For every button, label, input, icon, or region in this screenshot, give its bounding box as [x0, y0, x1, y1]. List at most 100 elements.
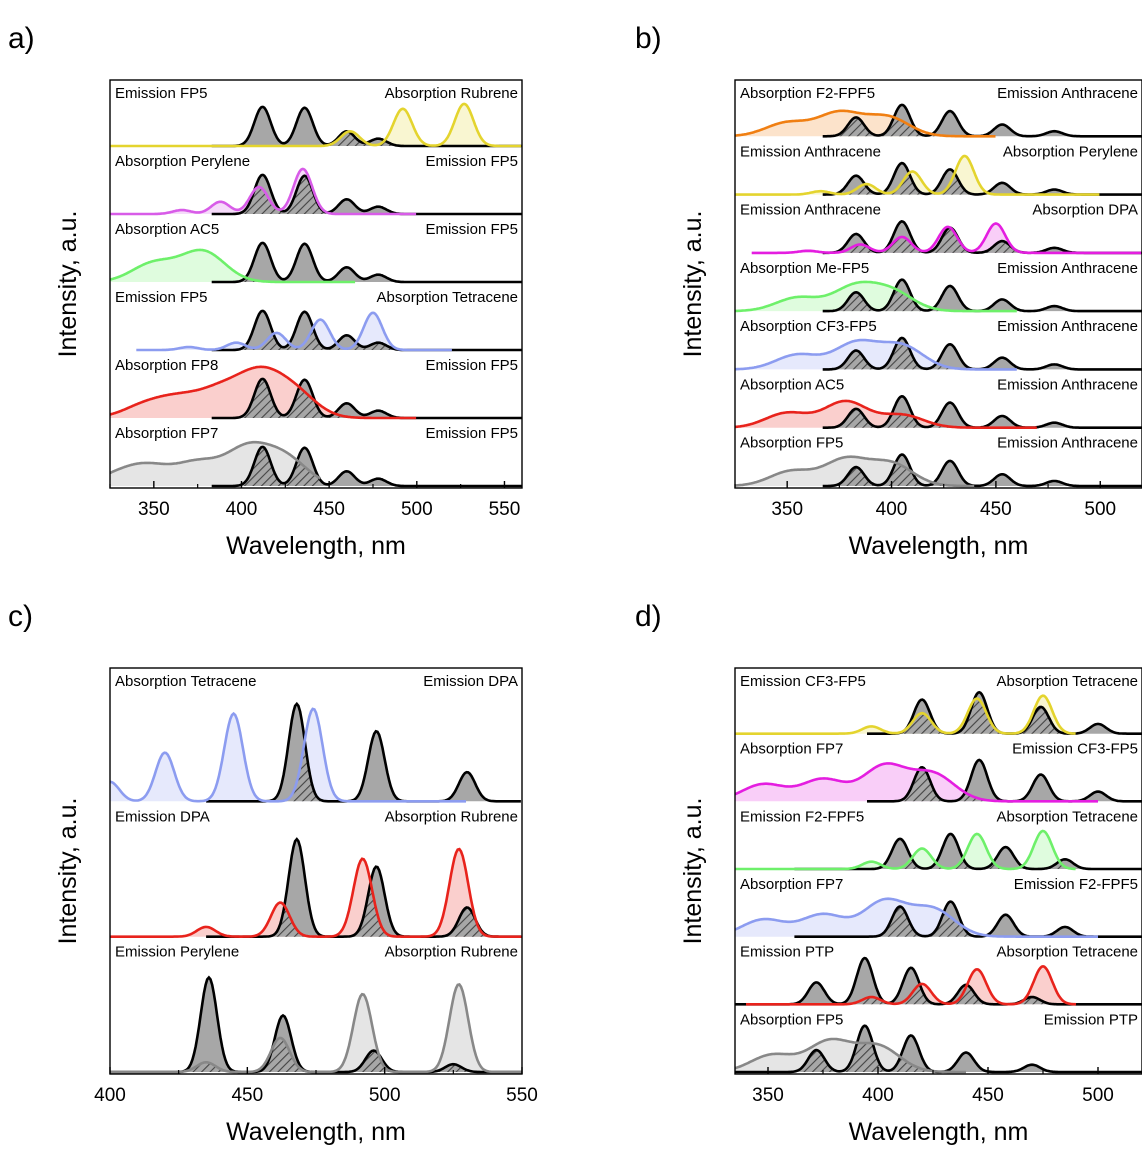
- x-tick-label: 400: [862, 1085, 894, 1106]
- row-label-left: Absorption CF3-FP5: [740, 318, 877, 335]
- panel-letter: c): [8, 600, 33, 633]
- row-label-left: Absorption FP5: [740, 435, 843, 452]
- overlap-hatch: [822, 288, 1017, 312]
- x-tick-label: 450: [231, 1085, 263, 1106]
- overlap-hatch: [867, 769, 1098, 802]
- spectrum-row: [735, 154, 1142, 196]
- row-label-right: Absorption Perylene: [1003, 143, 1138, 160]
- row-label-left: Emission Anthracene: [740, 202, 881, 219]
- row-label-right: Emission FP5: [425, 153, 518, 170]
- axes-frame: [734, 667, 1142, 1075]
- plot-area: [735, 103, 1142, 488]
- row-label-right: Emission Anthracene: [997, 435, 1138, 452]
- absorption-line: [735, 897, 1098, 938]
- row-label-right: Absorption Tetracene: [377, 289, 518, 306]
- row-label-left: Emission PTP: [740, 944, 834, 961]
- spectrum-row: [110, 241, 522, 284]
- spectrum-row: [110, 975, 522, 1074]
- y-axis-title: Intensity, a.u.: [54, 211, 82, 358]
- row-label-right: Emission Anthracene: [997, 260, 1138, 277]
- spectrum-row: [110, 440, 522, 488]
- row-label-right: Emission Anthracene: [997, 376, 1138, 393]
- x-tick-label: 450: [972, 1085, 1004, 1106]
- row-label-left: Absorption F2-FPF5: [740, 85, 875, 102]
- absorption-fill: [735, 340, 1017, 370]
- absorption-line: [735, 109, 996, 138]
- axes-frame: [734, 79, 1142, 489]
- axes-frame: [109, 79, 523, 489]
- row-label-left: Emission FP5: [115, 85, 208, 102]
- row-label-left: Emission Perylene: [115, 944, 239, 961]
- emission-line: [211, 445, 522, 488]
- row-label-left: Emission Anthracene: [740, 143, 881, 160]
- overlap-hatch: [211, 378, 417, 418]
- absorption-line: [110, 248, 356, 284]
- row-label-right: Absorption Rubrene: [385, 85, 518, 102]
- emission-fill: [735, 958, 1142, 1005]
- x-tick-label: 500: [1082, 1085, 1114, 1106]
- overlap-hatch: [211, 446, 320, 486]
- x-tick-label: 450: [313, 499, 345, 520]
- row-label-right: Absorption Rubrene: [385, 808, 518, 825]
- x-tick-label: 400: [226, 499, 258, 520]
- row-label-right: Emission Anthracene: [997, 85, 1138, 102]
- absorption-line: [110, 847, 522, 938]
- panel-4: d) Emission CF3-FP5 Absorption Tetracene Ab…: [635, 600, 1142, 1146]
- absorption-line: [735, 399, 1037, 429]
- x-tick-label: 350: [752, 1085, 784, 1106]
- row-label-left: Emission CF3-FP5: [740, 673, 866, 690]
- row-label-right: Absorption Tetracene: [997, 944, 1138, 961]
- x-tick-label: 550: [489, 499, 521, 520]
- spectrum-row: [735, 690, 1142, 735]
- plot-area: [735, 690, 1142, 1074]
- absorption-line: [735, 829, 1076, 871]
- absorption-line: [735, 338, 1017, 371]
- absorption-fill: [735, 110, 996, 137]
- x-axis-title: Wavelength, nm: [226, 1118, 406, 1146]
- emission-fill: [110, 977, 522, 1072]
- absorption-fill: [110, 103, 522, 146]
- x-tick-label: 550: [506, 1085, 538, 1106]
- spectrum-row: [735, 829, 1142, 871]
- row-label-left: Absorption FP7: [115, 425, 218, 442]
- x-axis-title: Wavelength, nm: [849, 1118, 1029, 1146]
- overlap-hatch: [867, 698, 1076, 734]
- row-label-right: Absorption Tetracene: [997, 673, 1138, 690]
- overlap-hatch: [822, 227, 1142, 253]
- emission-line: [206, 837, 521, 938]
- y-axis-title: Intensity, a.u.: [679, 211, 707, 358]
- x-tick-label: 500: [1084, 499, 1116, 520]
- overlap-hatch: [211, 175, 417, 214]
- row-label-left: Absorption AC5: [115, 221, 219, 238]
- panel-3: c) Absorption Tetracene Emission DPA Emissi…: [8, 600, 538, 1146]
- spectrum-row: [751, 220, 1142, 255]
- x-tick-label: 450: [980, 499, 1012, 520]
- panel-1: a) Emission FP5 Absorption Rubrene Absorpti…: [8, 22, 523, 560]
- plot-area: [110, 701, 522, 1074]
- emission-fill: [206, 703, 521, 802]
- absorption-line: [746, 964, 1077, 1006]
- x-axis-title: Wavelength, nm: [226, 532, 406, 560]
- spectrum-row: [735, 453, 1142, 488]
- y-axis-title: Intensity, a.u.: [679, 798, 707, 945]
- spectrum-row: [110, 701, 521, 803]
- row-label-left: Absorption FP7: [740, 876, 843, 893]
- row-label-right: Absorption Rubrene: [385, 944, 518, 961]
- absorption-line: [735, 694, 1076, 735]
- row-label-left: Absorption FP8: [115, 357, 218, 374]
- overlap-hatch: [735, 1042, 966, 1072]
- x-axis-title: Wavelength, nm: [849, 532, 1029, 560]
- emission-line: [822, 453, 1142, 488]
- row-label-left: Absorption FP5: [740, 1011, 843, 1028]
- row-label-left: Absorption Tetracene: [115, 673, 256, 690]
- absorption-line: [110, 102, 522, 148]
- y-axis-title: Intensity, a.u.: [54, 798, 82, 945]
- row-label-right: Emission FP5: [425, 425, 518, 442]
- spectrum-row: [735, 758, 1142, 803]
- row-label-right: Emission FP5: [425, 221, 518, 238]
- row-label-left: Emission DPA: [115, 808, 210, 825]
- spectrum-row: [735, 1024, 1142, 1074]
- absorption-line: [110, 707, 466, 803]
- row-label-right: Absorption Tetracene: [997, 808, 1138, 825]
- overlap-hatch: [211, 328, 452, 350]
